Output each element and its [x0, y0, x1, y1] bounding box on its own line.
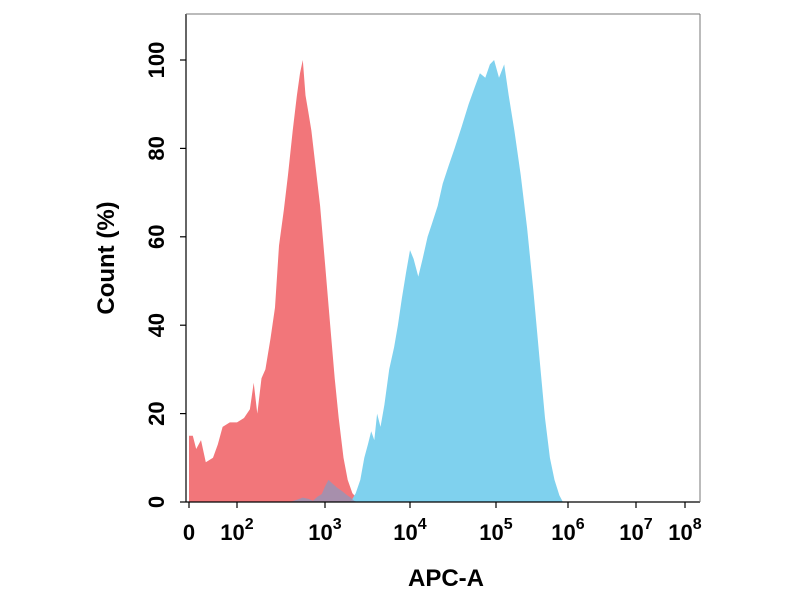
series-area-2: [350, 60, 563, 502]
y-tick-label: 40: [144, 313, 169, 337]
y-tick-label: 80: [144, 136, 169, 160]
plot-area: 0 102 103 104 105 106 107 108 0 20 40 60 80 100: [144, 13, 702, 545]
y-tick-label: 60: [144, 225, 169, 249]
x-tick-label: 106: [551, 516, 584, 545]
x-tick-labels: 0 102 103 104 105 106 107 108: [183, 502, 702, 545]
x-axis-title: APC-A: [408, 565, 484, 592]
y-tick-label: 0: [144, 496, 169, 508]
series-area-3: [290, 479, 358, 502]
y-tick-label: 20: [144, 401, 169, 425]
axes-layer: [185, 13, 701, 503]
x-tick-label: 103: [308, 516, 341, 545]
x-tick-label: 0: [183, 520, 195, 545]
x-tick-label: 108: [668, 516, 701, 545]
x-tick-label: 102: [220, 516, 253, 545]
y-axis-title: Count (%): [93, 201, 120, 314]
x-tick-label: 105: [479, 516, 512, 545]
y-tick-labels: 0 20 40 60 80 100: [144, 42, 186, 508]
x-tick-label: 104: [393, 516, 426, 545]
y-tick-label: 100: [144, 42, 169, 79]
series-area-1: [189, 60, 366, 502]
x-tick-label: 107: [619, 516, 652, 545]
series-layer: [189, 60, 563, 502]
